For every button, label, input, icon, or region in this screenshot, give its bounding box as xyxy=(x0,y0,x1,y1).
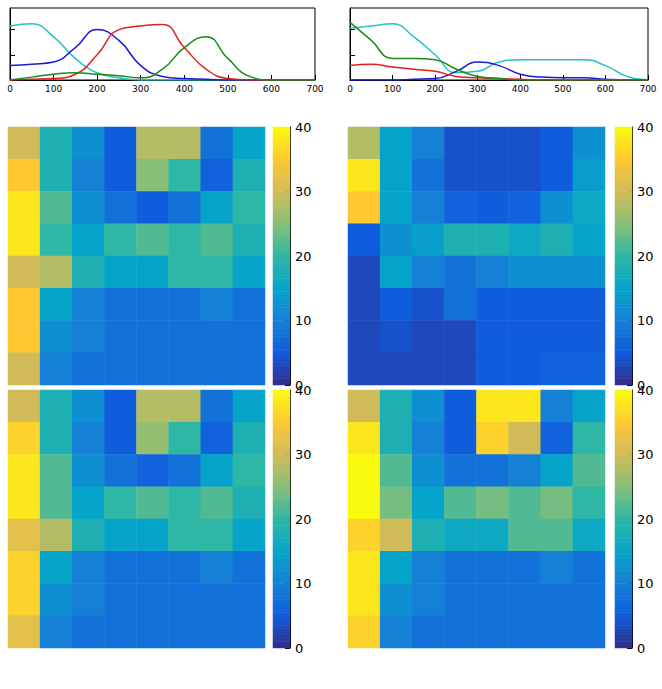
svg-text:30: 30 xyxy=(637,184,654,199)
svg-text:500: 500 xyxy=(554,84,571,94)
svg-text:300: 300 xyxy=(132,84,149,94)
svg-text:20: 20 xyxy=(637,512,654,527)
svg-text:0: 0 xyxy=(295,641,303,656)
svg-text:600: 600 xyxy=(263,84,280,94)
svg-text:0: 0 xyxy=(637,641,645,656)
svg-text:30: 30 xyxy=(295,447,312,462)
svg-text:40: 40 xyxy=(295,120,312,135)
svg-text:10: 10 xyxy=(637,576,654,591)
svg-text:200: 200 xyxy=(427,84,444,94)
svg-text:30: 30 xyxy=(295,184,312,199)
svg-text:10: 10 xyxy=(295,313,312,328)
svg-text:30: 30 xyxy=(637,447,654,462)
svg-text:40: 40 xyxy=(637,383,654,398)
svg-text:600: 600 xyxy=(597,84,614,94)
svg-text:10: 10 xyxy=(637,313,654,328)
svg-text:0: 0 xyxy=(7,84,13,94)
svg-text:700: 700 xyxy=(306,84,323,94)
svg-text:100: 100 xyxy=(45,84,62,94)
svg-text:10: 10 xyxy=(295,576,312,591)
svg-text:20: 20 xyxy=(637,249,654,264)
svg-text:0: 0 xyxy=(347,84,353,94)
svg-text:400: 400 xyxy=(176,84,193,94)
svg-text:500: 500 xyxy=(219,84,236,94)
svg-text:700: 700 xyxy=(639,84,656,94)
svg-text:100: 100 xyxy=(384,84,401,94)
svg-text:20: 20 xyxy=(295,512,312,527)
svg-text:300: 300 xyxy=(469,84,486,94)
svg-text:400: 400 xyxy=(512,84,529,94)
svg-text:200: 200 xyxy=(89,84,106,94)
svg-text:20: 20 xyxy=(295,249,312,264)
svg-text:40: 40 xyxy=(295,383,312,398)
svg-text:40: 40 xyxy=(637,120,654,135)
